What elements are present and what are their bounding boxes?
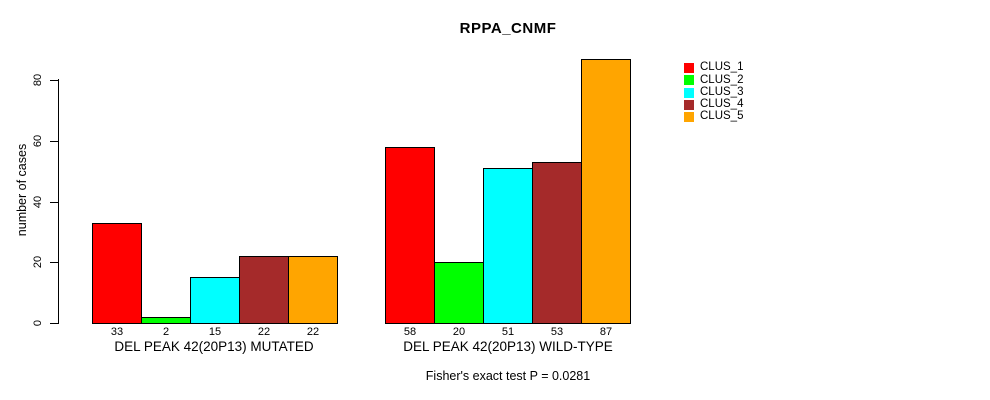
y-tick <box>50 141 58 142</box>
bar-value-label: 87 <box>599 326 613 338</box>
bar-clus_2 <box>434 262 484 324</box>
chart-title: RPPA_CNMF <box>459 20 557 37</box>
bar-value-label: 58 <box>403 326 417 338</box>
legend-label: CLUS_5 <box>700 110 744 123</box>
bar-value-label: 53 <box>550 326 564 338</box>
y-tick <box>50 323 58 324</box>
y-tick-label: 80 <box>32 73 44 87</box>
legend-label: CLUS_3 <box>700 85 744 98</box>
legend-label: CLUS_4 <box>700 98 744 111</box>
legend-swatch-icon <box>684 87 694 98</box>
y-tick <box>50 80 58 81</box>
bar-clus_3 <box>483 168 533 324</box>
legend-item-clus_4: CLUS_4 <box>684 99 743 111</box>
legend-label: CLUS_1 <box>700 61 744 74</box>
bar-clus_1 <box>92 223 142 324</box>
group-label-wild-type: DEL PEAK 42(20P13) WILD-TYPE <box>403 339 613 354</box>
bar-value-label: 22 <box>306 326 320 338</box>
group-label-mutated: DEL PEAK 42(20P13) MUTATED <box>114 339 314 354</box>
y-axis-title: number of cases <box>15 143 29 237</box>
y-tick-label: 0 <box>32 319 44 327</box>
y-tick-label: 60 <box>32 134 44 148</box>
legend-item-clus_1: CLUS_1 <box>684 62 743 74</box>
bar-clus_3 <box>190 277 240 324</box>
legend-swatch-icon <box>684 75 694 86</box>
y-tick-label: 20 <box>32 255 44 269</box>
bar-value-label: 2 <box>162 326 170 338</box>
legend-item-clus_3: CLUS_3 <box>684 85 744 99</box>
bar-clus_1 <box>385 147 435 324</box>
bar-clus_4 <box>239 256 289 324</box>
bar-value-label: 51 <box>501 326 515 338</box>
fisher-test-caption: Fisher's exact test P = 0.0281 <box>425 369 591 383</box>
legend: CLUS_1 CLUS_2 CLUS_3 CLUS_4 CLUS_5 <box>684 62 743 123</box>
legend-item-clus_2: CLUS_2 <box>684 74 743 86</box>
y-tick <box>50 262 58 263</box>
y-tick-label: 40 <box>32 195 44 209</box>
legend-swatch-icon <box>684 112 694 123</box>
bar-clus_4 <box>532 162 582 324</box>
bar-clus_2 <box>141 317 191 324</box>
bar-value-label: 22 <box>257 326 271 338</box>
bar-value-label: 20 <box>452 326 466 338</box>
bar-value-label: 33 <box>110 326 124 338</box>
y-tick <box>50 202 58 203</box>
legend-swatch-icon <box>684 99 694 110</box>
y-axis-line <box>58 79 59 324</box>
legend-swatch-icon <box>684 63 694 74</box>
legend-item-clus_5: CLUS_5 <box>684 111 743 123</box>
bar-clus_5 <box>288 256 338 324</box>
legend-label: CLUS_2 <box>700 73 744 86</box>
bar-value-label: 15 <box>208 326 222 338</box>
bar-clus_5 <box>581 59 631 324</box>
